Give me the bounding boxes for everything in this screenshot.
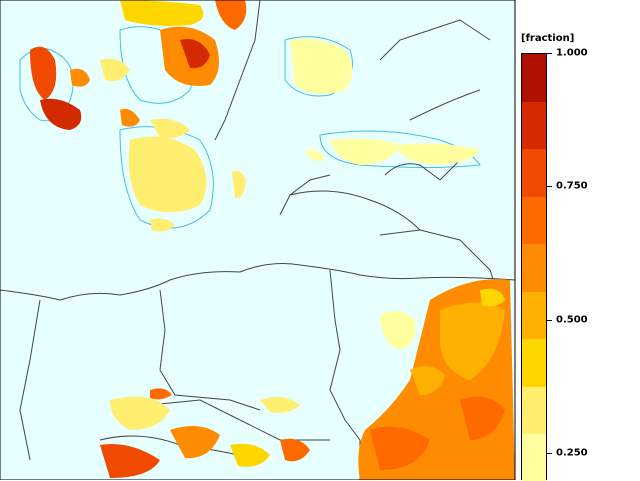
legend-colorbar [521,53,547,481]
colorbar-segment [522,101,546,150]
fraction-field [30,0,515,480]
colorbar-tick-mark [547,53,552,54]
colorbar-segment [522,386,546,435]
colorbar-segment [522,433,546,481]
colorbar-segment [522,291,546,340]
colorbar-segment [522,54,546,102]
colorbar-tick-mark [547,453,552,455]
coastlines [19,26,481,229]
colorbar-segment [522,148,546,197]
colorbar-tick-mark [547,319,552,321]
country-borders [0,0,516,480]
colorbar-tick-label: 0.250 [556,447,588,459]
colorbar-tick-label: 1.000 [556,47,588,59]
colorbar-tick-mark [547,186,552,188]
colorbar-segment [522,196,546,245]
colorbar-segment [522,338,546,387]
colorbar-tick-label: 0.500 [556,314,588,326]
legend-unit-label: [fraction] [521,33,575,44]
map-frame [0,0,516,480]
colorbar-tick-label: 0.750 [556,180,588,192]
colorbar-segment [522,243,546,292]
